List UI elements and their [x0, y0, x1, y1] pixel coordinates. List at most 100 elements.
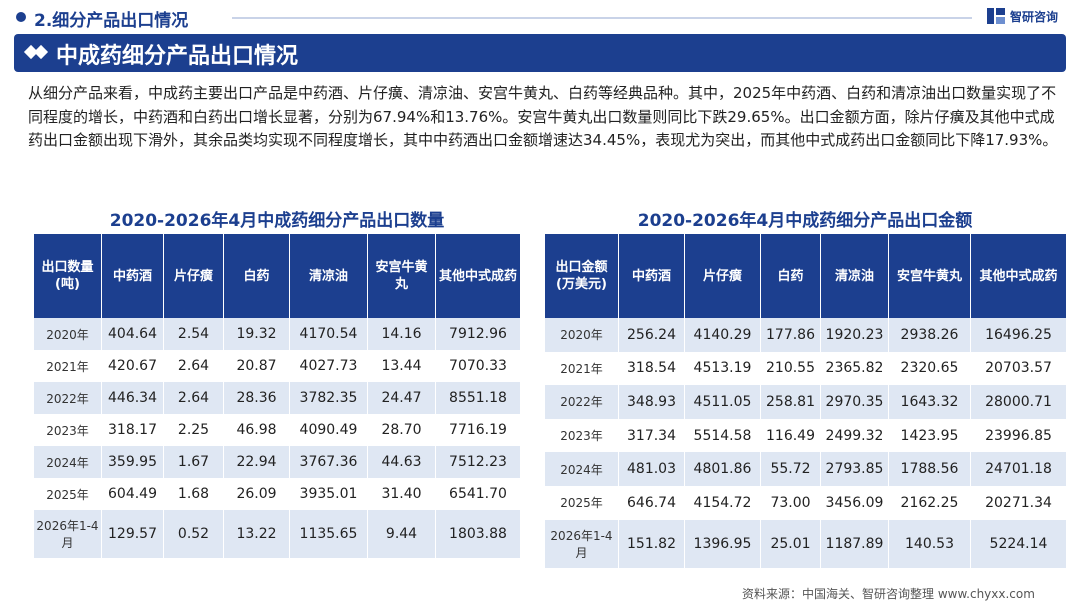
value-cell: 1396.95: [685, 519, 761, 568]
divider: [232, 17, 972, 19]
value-cell: 24.47: [368, 382, 436, 414]
row-label-cell: 2024年: [34, 446, 102, 478]
header-cell: 片仔癀: [685, 234, 761, 318]
value-cell: 318.17: [102, 414, 164, 446]
value-cell: 3782.35: [290, 382, 368, 414]
row-label-cell: 2024年: [545, 452, 619, 486]
value-cell: 151.82: [619, 519, 685, 568]
header-cell: 清凉油: [821, 234, 889, 318]
value-cell: 1803.88: [436, 510, 520, 558]
value-cell: 140.53: [889, 519, 971, 568]
value-cell: 210.55: [761, 351, 821, 386]
header-cell: 其他中式成药: [436, 234, 520, 318]
value-cell: 6541.70: [436, 478, 520, 510]
value-cell: 25.01: [761, 519, 821, 568]
value-cell: 1135.65: [290, 510, 368, 558]
value-cell: 1643.32: [889, 385, 971, 419]
summary-paragraph: 从细分产品来看，中成药主要出口产品是中药酒、片仔癀、清凉油、安宫牛黄丸、白药等经…: [28, 84, 1058, 149]
value-cell: 4801.86: [685, 452, 761, 486]
value-cell: 646.74: [619, 485, 685, 520]
table-row: 2024年 359.95 1.67 22.94 3767.36 44.63 7512.23: [34, 446, 520, 478]
header-cell: 出口数量(吨): [34, 234, 102, 318]
table-row: 2021年 420.67 2.64 20.87 4027.73 13.44 7070.33: [34, 350, 520, 382]
value-cell: 31.40: [368, 478, 436, 510]
value-cell: 13.22: [224, 510, 290, 558]
value-cell: 4027.73: [290, 350, 368, 382]
value-cell: 5514.58: [685, 418, 761, 453]
value-cell: 28000.71: [971, 385, 1066, 419]
value-cell: 19.32: [224, 318, 290, 350]
value-cell: 1187.89: [821, 519, 889, 568]
value-cell: 23996.85: [971, 418, 1066, 453]
value-cell: 2.64: [164, 350, 224, 382]
brand-logo: 智研咨询: [986, 6, 1058, 26]
header-cell: 安宫牛黄丸: [368, 234, 436, 318]
value-cell: 4140.29: [685, 318, 761, 352]
banner: 中成药细分产品出口情况: [14, 34, 1066, 72]
value-cell: 2162.25: [889, 485, 971, 520]
value-cell: 4513.19: [685, 351, 761, 386]
value-cell: 20703.57: [971, 351, 1066, 386]
table-row: 2022年 348.93 4511.05 258.81 2970.35 1643.32 28…: [545, 385, 1066, 419]
diamond-icon: [33, 44, 49, 60]
value-table: 出口金额(万美元) 中药酒 片仔癀 白药 清凉油 安宫牛黄丸 其他中式成药 20…: [545, 234, 1066, 568]
value-cell: 4170.54: [290, 318, 368, 350]
value-cell: 28.36: [224, 382, 290, 414]
row-label-cell: 2022年: [34, 382, 102, 414]
value-cell: 46.98: [224, 414, 290, 446]
table-row: 2026年1-4月 129.57 0.52 13.22 1135.65 9.44 1803.…: [34, 510, 520, 558]
value-cell: 20.87: [224, 350, 290, 382]
value-cell: 2793.85: [821, 452, 889, 486]
section-title: 2.细分产品出口情况: [34, 11, 189, 31]
value-cell: 73.00: [761, 485, 821, 520]
brand-name: 智研咨询: [1010, 9, 1059, 24]
top-bar: 2.细分产品出口情况 智研咨询: [0, 0, 1080, 34]
row-label-cell: 2021年: [34, 350, 102, 382]
value-cell: 3767.36: [290, 446, 368, 478]
banner-title: 中成药细分产品出口情况: [56, 44, 299, 69]
value-cell: 604.49: [102, 478, 164, 510]
table-row: 2020年 256.24 4140.29 177.86 1920.23 2938.26 16…: [545, 318, 1066, 352]
value-header-row: 出口金额(万美元) 中药酒 片仔癀 白药 清凉油 安宫牛黄丸 其他中式成药: [545, 234, 1066, 318]
value-cell: 14.16: [368, 318, 436, 350]
table-row: 2023年 318.17 2.25 46.98 4090.49 28.70 7716.19: [34, 414, 520, 446]
header-cell: 白药: [761, 234, 821, 318]
value-cell: 44.63: [368, 446, 436, 478]
value-cell: 359.95: [102, 446, 164, 478]
value-cell: 2.64: [164, 382, 224, 414]
row-label-cell: 2020年: [545, 318, 619, 352]
value-cell: 2365.82: [821, 351, 889, 386]
value-cell: 28.70: [368, 414, 436, 446]
value-cell: 2.54: [164, 318, 224, 350]
quantity-table-title: 2020-2026年4月中成药细分产品出口数量: [109, 211, 445, 231]
row-label-cell: 2025年: [545, 485, 619, 520]
value-cell: 0.52: [164, 510, 224, 558]
value-cell: 256.24: [619, 318, 685, 352]
brand-logo-icon: [987, 8, 1005, 24]
row-label-cell: 2022年: [545, 385, 619, 419]
value-cell: 4154.72: [685, 485, 761, 520]
value-cell: 26.09: [224, 478, 290, 510]
table-row: 2021年 318.54 4513.19 210.55 2365.82 2320.65 20…: [545, 351, 1066, 386]
table-row: 2022年 446.34 2.64 28.36 3782.35 24.47 8551.18: [34, 382, 520, 414]
row-label-cell: 2026年1-4月: [34, 510, 102, 558]
value-cell: 116.49: [761, 418, 821, 453]
value-cell: 2.25: [164, 414, 224, 446]
header-cell: 白药: [224, 234, 290, 318]
value-cell: 420.67: [102, 350, 164, 382]
value-cell: 24701.18: [971, 452, 1066, 486]
value-cell: 1423.95: [889, 418, 971, 453]
value-cell: 8551.18: [436, 382, 520, 414]
source-note: 资料来源：中国海关、智研咨询整理 www.chyxx.com: [742, 587, 1035, 601]
table-row: 2024年 481.03 4801.86 55.72 2793.85 1788.56 247…: [545, 452, 1066, 486]
value-cell: 1788.56: [889, 452, 971, 486]
value-cell: 1.67: [164, 446, 224, 478]
value-cell: 177.86: [761, 318, 821, 352]
value-cell: 7070.33: [436, 350, 520, 382]
header-cell: 出口金额(万美元): [545, 234, 619, 318]
table-row: 2020年 404.64 2.54 19.32 4170.54 14.16 7912.96: [34, 318, 520, 350]
header-cell: 其他中式成药: [971, 234, 1066, 318]
header-cell: 中药酒: [619, 234, 685, 318]
quantity-header-row: 出口数量(吨) 中药酒 片仔癀 白药 清凉油 安宫牛黄丸 其他中式成药: [34, 234, 520, 318]
header-cell: 清凉油: [290, 234, 368, 318]
